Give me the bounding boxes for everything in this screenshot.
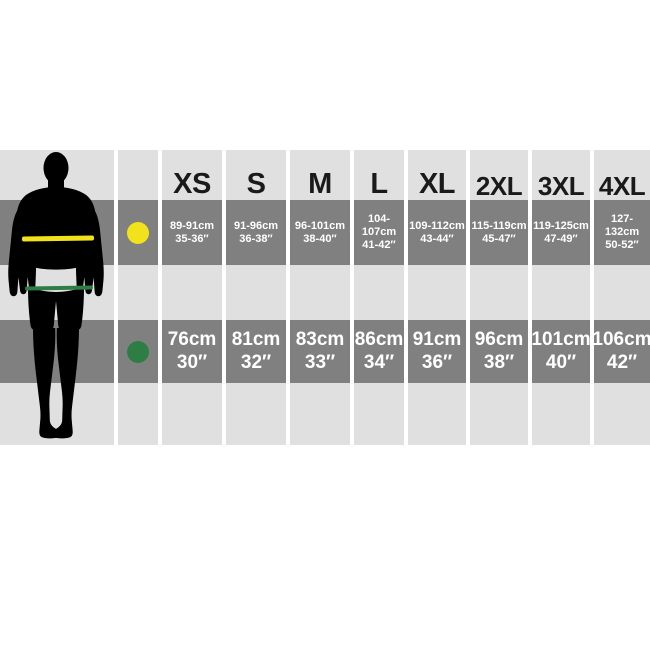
waist-cell-xs: 76cm 30″ [162, 320, 222, 383]
chest-marker-cell [118, 200, 158, 265]
waist-cm: 96cm [474, 329, 524, 351]
waist-cell-l: 86cm 34″ [354, 320, 404, 383]
waist-inch: 40″ [545, 351, 577, 373]
chest-cm: 127-132cm [604, 213, 640, 239]
waist-cell-2xl: 96cm 38″ [470, 320, 528, 383]
waist-cell-3xl: 101cm 40″ [531, 320, 591, 383]
waist-marker-cell [118, 320, 158, 383]
chest-inch: 47-49″ [544, 232, 578, 245]
size-header-xs: XS [162, 150, 222, 200]
waist-inch: 38″ [483, 351, 515, 373]
chest-inch: 43-44″ [420, 232, 454, 245]
waist-cell-xl: 91cm 36″ [408, 320, 466, 383]
column-divider [466, 150, 470, 445]
waist-cell-s: 81cm 32″ [226, 320, 286, 383]
size-header-label: XL [418, 168, 456, 200]
chest-inch: 45-47″ [482, 232, 516, 245]
size-header-label: L [370, 168, 388, 200]
column-divider [350, 150, 354, 445]
chest-inch: 38-40″ [303, 232, 337, 245]
chest-cm: 119-125cm [533, 219, 589, 232]
chest-cm: 115-119cm [471, 219, 527, 232]
chest-cm: 96-101cm [294, 219, 346, 232]
band-chest-row [0, 200, 650, 265]
column-divider [286, 150, 290, 445]
column-divider [222, 150, 226, 445]
size-header-label: 2XL [475, 171, 523, 201]
column-divider [114, 150, 118, 445]
chest-cell-4xl: 127-132cm 50-52″ [594, 200, 650, 265]
waist-inch: 34″ [363, 351, 395, 373]
chest-marker-dot [127, 221, 149, 244]
waist-inch: 30″ [176, 351, 208, 373]
size-header-xl: XL [408, 150, 466, 200]
size-header-label: S [246, 168, 266, 200]
waist-cm: 86cm [354, 329, 404, 351]
waist-cell-m: 83cm 33″ [290, 320, 350, 383]
waist-cm: 91cm [412, 329, 462, 351]
size-header-4xl: 4XL [594, 150, 650, 200]
waist-cm: 76cm [167, 329, 217, 351]
chest-inch: 41-42″ [362, 238, 396, 251]
size-header-label: M [308, 168, 332, 200]
waist-inch: 36″ [421, 351, 453, 373]
column-divider [158, 150, 162, 445]
chest-measure-tape [21, 235, 95, 242]
waist-cm: 106cm [592, 329, 650, 351]
band-header [0, 150, 650, 200]
waist-cm: 83cm [295, 329, 345, 351]
size-header-label: XS [173, 168, 211, 200]
band-waist-row [0, 320, 650, 383]
waist-cell-4xl: 106cm 42″ [592, 320, 650, 383]
chest-cell-s: 91-96cm 36-38″ [226, 200, 286, 265]
waist-inch: 33″ [304, 351, 336, 373]
size-header-label: 3XL [537, 171, 585, 201]
size-chart: XS S M L XL 2XL 3XL 4XL 89-91cm 35-36″ 9… [0, 150, 650, 445]
waist-inch: 42″ [606, 351, 638, 373]
column-divider [590, 150, 594, 445]
column-divider [528, 150, 532, 445]
size-header-2xl: 2XL [470, 150, 528, 200]
band-middle-gap [0, 265, 650, 320]
band-footer [0, 383, 650, 445]
chest-cm: 104-107cm [361, 213, 397, 239]
chest-inch: 35-36″ [175, 232, 209, 245]
waist-cm: 101cm [531, 329, 591, 351]
chest-inch: 50-52″ [605, 238, 639, 251]
chest-cm: 91-96cm [233, 219, 279, 232]
waist-cm: 81cm [231, 329, 281, 351]
waist-inch: 32″ [240, 351, 272, 373]
size-header-s: S [226, 150, 286, 200]
chest-inch: 36-38″ [239, 232, 273, 245]
chest-cell-xl: 109-112cm 43-44″ [408, 200, 466, 265]
waist-marker-dot [127, 340, 149, 363]
column-divider [404, 150, 408, 445]
chest-cell-2xl: 115-119cm 45-47″ [470, 200, 528, 265]
chest-cell-3xl: 119-125cm 47-49″ [532, 200, 590, 265]
chest-cell-l: 104-107cm 41-42″ [354, 200, 404, 265]
chest-cell-m: 96-101cm 38-40″ [290, 200, 350, 265]
chest-cm: 109-112cm [409, 219, 465, 232]
size-header-3xl: 3XL [532, 150, 590, 200]
chest-cm: 89-91cm [169, 219, 215, 232]
size-header-l: L [354, 150, 404, 200]
size-header-m: M [290, 150, 350, 200]
chest-cell-xs: 89-91cm 35-36″ [162, 200, 222, 265]
size-header-label: 4XL [598, 171, 646, 201]
